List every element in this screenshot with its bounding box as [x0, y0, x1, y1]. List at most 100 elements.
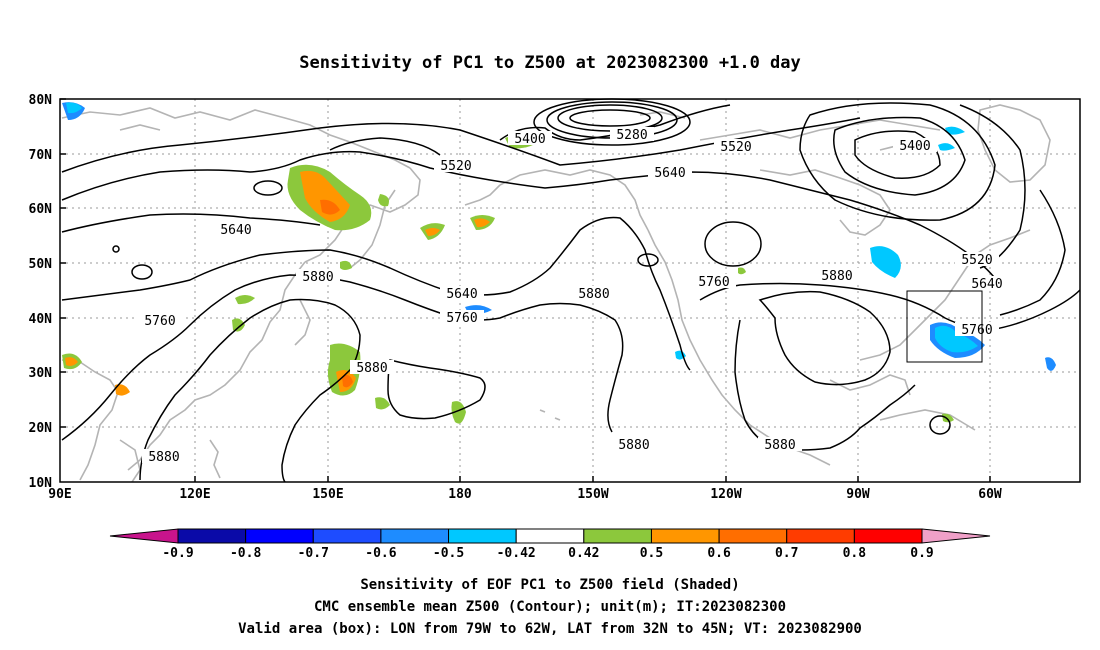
footer-line-2: CMC ensemble mean Z500 (Contour); unit(m…: [314, 599, 786, 615]
svg-text:5520: 5520: [961, 253, 992, 268]
footer-line-1: Sensitivity of EOF PC1 to Z500 field (Sh…: [360, 577, 739, 593]
lat-label: 10N: [29, 476, 53, 491]
lat-label: 80N: [29, 93, 53, 108]
svg-text:5880: 5880: [356, 361, 387, 376]
contour-label: 5640: [648, 165, 692, 181]
contour-label: 5880: [612, 437, 656, 453]
svg-text:5880: 5880: [578, 287, 609, 302]
svg-text:5880: 5880: [148, 450, 179, 465]
contour-label: 5400: [893, 138, 937, 154]
svg-text:5520: 5520: [440, 159, 471, 174]
contour-label: 5880: [572, 286, 616, 302]
colorbar-box: [718, 528, 788, 544]
lat-label: 30N: [29, 366, 53, 381]
svg-text:5880: 5880: [821, 269, 852, 284]
lon-label: 60W: [978, 487, 1002, 502]
colorbar-label: -0.7: [298, 546, 329, 561]
colorbar-label: 0.6: [707, 546, 731, 561]
lat-label: 70N: [29, 148, 53, 163]
lon-label: 90E: [48, 487, 71, 502]
tick-marks: [60, 98, 991, 482]
svg-text:5760: 5760: [961, 323, 992, 338]
map-panel: 5280 5400 5400 5520 5520 5520 5640 5640 …: [59, 98, 1081, 483]
contour-label: 5760: [138, 313, 182, 329]
longitude-labels: 90E 120E 150E 180 150W 120W 90W 60W: [48, 487, 1002, 502]
lon-label: 150W: [577, 487, 608, 502]
colorbar-box: [515, 528, 585, 544]
colorbar-boxes: [177, 528, 923, 544]
shaded-sensitivity: [62, 102, 1056, 424]
contour-label: 5640: [214, 222, 258, 238]
svg-text:5520: 5520: [720, 140, 751, 155]
contour-label: 5880: [142, 449, 186, 465]
colorbar-box: [583, 528, 652, 544]
contour-label: 5640: [440, 286, 484, 302]
svg-text:5880: 5880: [764, 438, 795, 453]
contour-label: 5880: [758, 437, 802, 453]
svg-text:5280: 5280: [616, 128, 647, 143]
colorbar-high-end: [921, 528, 991, 544]
contour-label: 5520: [955, 252, 999, 268]
colorbar-box: [312, 528, 382, 544]
colorbar-box: [380, 528, 450, 544]
svg-text:5640: 5640: [654, 166, 685, 181]
svg-text:5760: 5760: [144, 314, 175, 329]
colorbar-label: 0.42: [568, 546, 599, 561]
svg-text:5880: 5880: [302, 270, 333, 285]
latitude-labels: 80N 70N 60N 50N 40N 30N 20N 10N: [29, 93, 53, 491]
svg-text:5400: 5400: [514, 132, 545, 147]
lat-label: 20N: [29, 421, 53, 436]
contour-label: 5280: [610, 127, 654, 143]
lon-label: 150E: [312, 487, 343, 502]
colorbar-label: 0.9: [910, 546, 933, 561]
contour-label: 5880: [296, 269, 340, 285]
lat-label: 50N: [29, 257, 53, 272]
contour-label: 5400: [508, 131, 552, 147]
lat-label: 60N: [29, 202, 53, 217]
lon-label: 120E: [179, 487, 210, 502]
colorbar-box: [786, 528, 855, 544]
contour-label: 5760: [692, 274, 736, 290]
contour-label: 5880: [815, 268, 859, 284]
contour-label: 5640: [965, 276, 1009, 292]
contour-label: 5880: [350, 360, 394, 376]
map-title: Sensitivity of PC1 to Z500 at 2023082300…: [299, 53, 801, 73]
contour-labels: 5280 5400 5400 5520 5520 5520 5640 5640 …: [138, 127, 1009, 465]
z500-contours: [61, 98, 1081, 483]
map-frame: [59, 98, 1081, 483]
coastlines: [61, 104, 1051, 483]
colorbar-box: [853, 528, 923, 544]
colorbar-label: -0.5: [433, 546, 464, 561]
colorbar-low-end: [109, 528, 179, 544]
colorbar-label: 0.8: [843, 546, 867, 561]
colorbar-labels: -0.9 -0.8 -0.7 -0.6 -0.5 -0.42 0.42 0.5 0.6 0.7 0.…: [162, 546, 933, 561]
lon-label: 180: [448, 487, 472, 502]
colorbar-label: -0.42: [497, 546, 536, 561]
colorbar-label: -0.6: [365, 546, 396, 561]
colorbar-box: [650, 528, 720, 544]
contour-label: 5760: [440, 310, 484, 326]
colorbar-box: [448, 528, 517, 544]
colorbar-box: [177, 528, 247, 544]
contour-label: 5520: [434, 158, 478, 174]
svg-text:5880: 5880: [618, 438, 649, 453]
colorbar-label: -0.8: [230, 546, 261, 561]
lat-label: 40N: [29, 312, 53, 327]
svg-text:5760: 5760: [446, 311, 477, 326]
svg-text:5640: 5640: [971, 277, 1002, 292]
lon-label: 120W: [710, 487, 741, 502]
svg-text:5400: 5400: [899, 139, 930, 154]
colorbar: -0.9 -0.8 -0.7 -0.6 -0.5 -0.42 0.42 0.5 0.6 0.7 0.…: [109, 528, 991, 561]
valid-area-box: [906, 290, 983, 363]
contour-label: 5520: [714, 139, 758, 155]
svg-text:5640: 5640: [220, 223, 251, 238]
colorbar-label: -0.9: [162, 546, 193, 561]
colorbar-box: [245, 528, 314, 544]
lon-label: 90W: [846, 487, 870, 502]
svg-text:5640: 5640: [446, 287, 477, 302]
footer-line-3: Valid area (box): LON from 79W to 62W, L…: [238, 621, 862, 637]
colorbar-label: 0.5: [640, 546, 663, 561]
colorbar-label: 0.7: [775, 546, 798, 561]
svg-text:5760: 5760: [698, 275, 729, 290]
